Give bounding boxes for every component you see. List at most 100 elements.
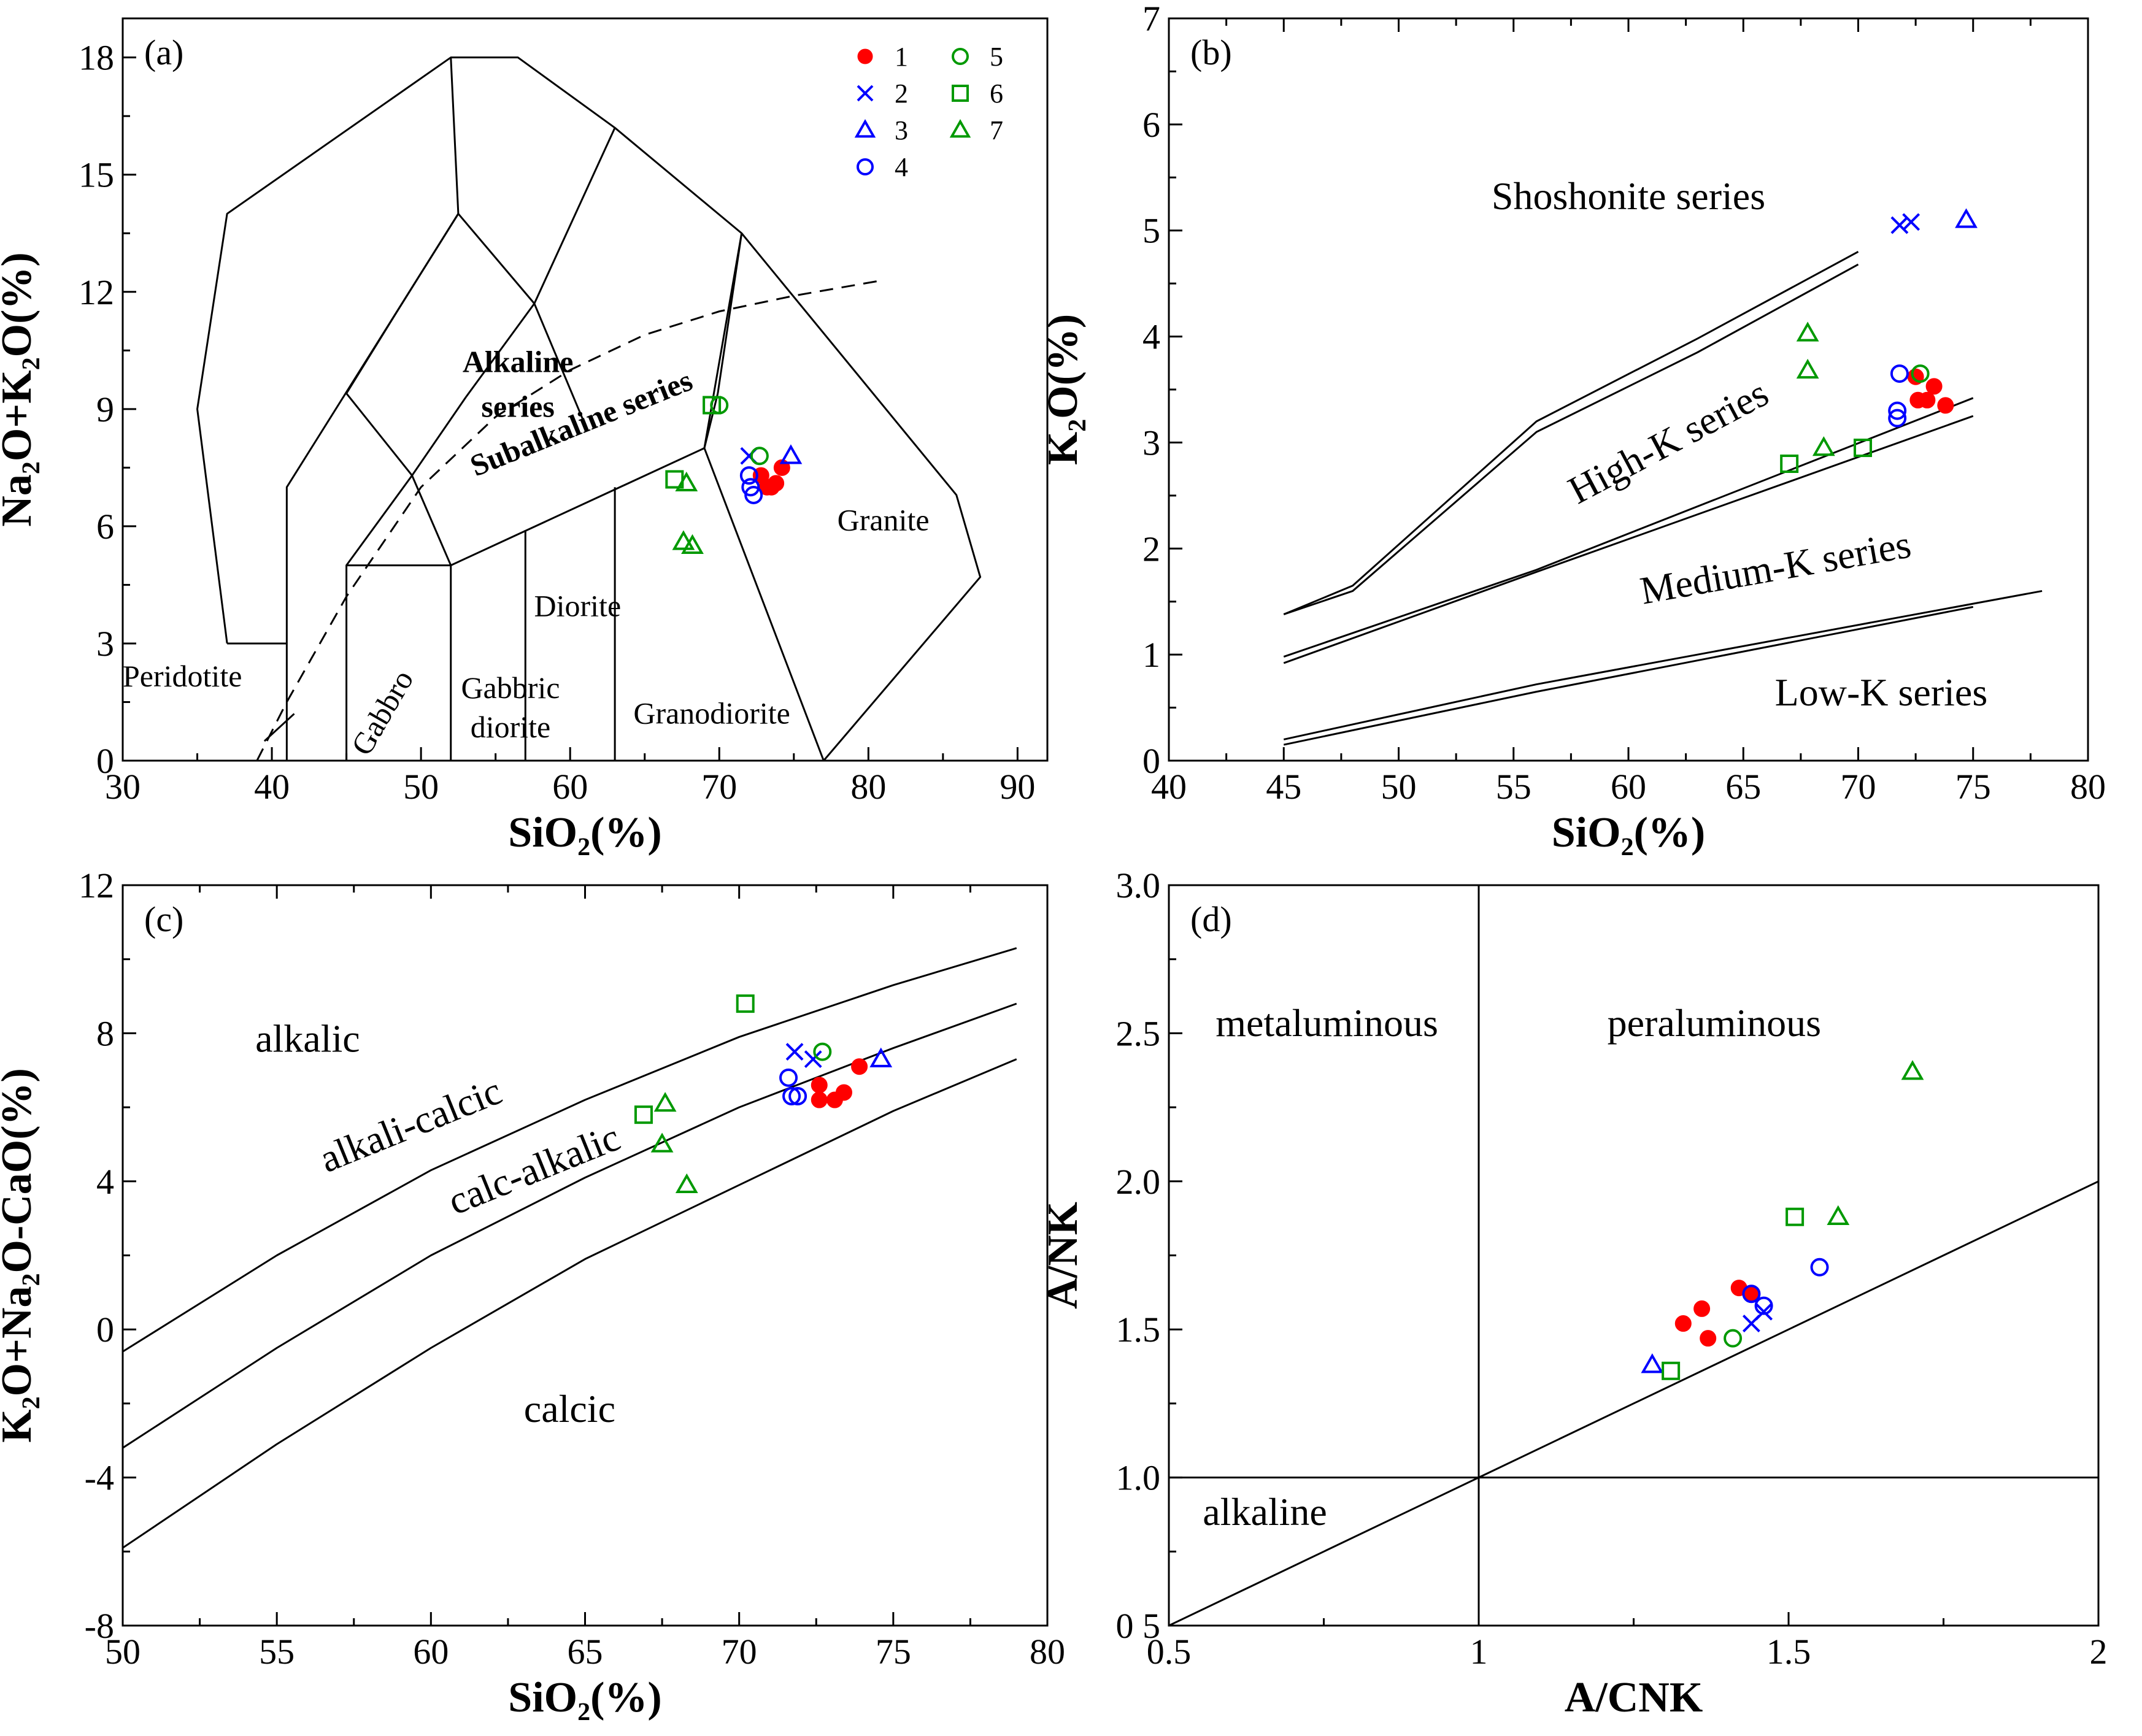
x-tick-label: 80: [2070, 767, 2106, 807]
data-point-series-5: [1911, 364, 1930, 383]
legend-marker: [857, 48, 873, 64]
data-point-series-6: [736, 994, 755, 1013]
data-point-series-2: [804, 1050, 822, 1069]
x-tick-label: 90: [1000, 767, 1035, 807]
y-tick-label: 0: [96, 1310, 114, 1350]
y-tick-label: 1.5: [1116, 1310, 1161, 1350]
x-tick-label: 50: [403, 767, 439, 807]
data-point-series-3: [779, 444, 803, 464]
field-label: Medium-K series: [1637, 522, 1914, 612]
data-point-series-7: [650, 1132, 674, 1153]
field-boundary-line: [1283, 605, 1974, 746]
field-label: alkali-calcic: [314, 1069, 507, 1181]
plot-frame: [121, 17, 1049, 762]
panel-label: (a): [144, 33, 183, 72]
y-tick-label: 1: [1142, 635, 1160, 675]
x-tick-label: 2: [2090, 1632, 2108, 1672]
field-boundary-line: [123, 1002, 1017, 1449]
panel-a-tas-diagram: 30 40 50 60 70 80 900369121518SiO₂(%)Na₂O+K₂O(…: [0, 17, 1049, 856]
field-label: Low-K series: [1775, 670, 1988, 714]
y-tick-label: 3.0: [1116, 866, 1161, 905]
y-tick-label: 15: [79, 155, 114, 195]
data-point-series-6: [703, 396, 722, 415]
plot-frame: [121, 884, 1049, 1627]
y-tick-label: 0 5: [1116, 1606, 1161, 1646]
x-tick-label: 50: [105, 1632, 141, 1672]
alkaline-subalkaline-divider: [256, 279, 884, 761]
data-point-series-1: [768, 475, 785, 492]
data-point-series-7: [1812, 436, 1835, 456]
x-tick-label: 65: [1725, 767, 1761, 807]
data-point-series-7: [1796, 321, 1819, 342]
data-point-series-6: [1786, 1207, 1805, 1226]
data-point-series-7: [675, 471, 698, 492]
legend-label: 1: [895, 42, 908, 72]
data-point-series-1: [1937, 397, 1954, 414]
legend-marker: [949, 119, 971, 138]
x-tick-label: 40: [1151, 767, 1187, 807]
data-point-series-5: [1724, 1329, 1743, 1348]
y-tick-label: -8: [85, 1606, 114, 1646]
x-tick-label: 55: [1496, 767, 1531, 807]
field-boundary-line: [1283, 263, 1859, 615]
field-boundaries: [1169, 885, 2098, 1626]
legend-label: 2: [895, 79, 908, 109]
legend-label: 5: [990, 42, 1003, 72]
x-tick-label: 80: [850, 767, 886, 807]
data-point-series-7: [675, 1173, 698, 1194]
y-axis-label: A/NK: [1039, 1202, 1087, 1309]
x-axis-label: SiO₂(%): [508, 809, 661, 856]
field-boundaries: [123, 947, 1017, 1549]
y-tick-label: 2: [1142, 529, 1160, 569]
legend-marker: [952, 48, 969, 65]
data-point-series-6: [1780, 455, 1799, 473]
data-point-series-4: [1888, 401, 1907, 420]
field-boundary-line: [1283, 415, 1974, 664]
panel-d-acnk-ank-diagram: 0.5 1 1.5 2 0 5 1.0 1.5 2.0 2.5 3.0 A/CNK A/NK (d) me…: [1039, 866, 2108, 1721]
y-tick-label: 3: [1142, 423, 1160, 463]
y-tick-label: 6: [96, 507, 114, 547]
y-tick-label: 6: [1142, 105, 1160, 145]
data-point-series-2: [1755, 1302, 1773, 1321]
field-label: Alkaline: [463, 344, 574, 378]
x-tick-label: 75: [1955, 767, 1991, 807]
field-boundary-line: [1283, 590, 2043, 740]
field-boundary-line: [1283, 250, 1859, 615]
data-point-series-4: [744, 485, 763, 504]
x-tick-label: 55: [259, 1632, 295, 1672]
data-point-series-6: [634, 1105, 653, 1124]
data-point-series-2: [785, 1043, 804, 1061]
y-tick-label: 4: [1142, 317, 1160, 357]
field-boundary-line: [345, 213, 460, 394]
data-point-series-2: [1890, 216, 1909, 234]
x-axis-label: SiO₂(%): [508, 1674, 661, 1721]
field-label: Peridotite: [123, 659, 242, 693]
data-point-series-6: [1853, 439, 1872, 458]
x-axis-label: SiO₂(%): [1552, 809, 1705, 856]
panel-label: (b): [1190, 33, 1232, 72]
field-boundary-line: [703, 447, 825, 761]
data-point-series-2: [1902, 213, 1920, 231]
y-tick-label: 3: [96, 624, 114, 664]
field-boundary-line: [345, 475, 413, 566]
field-boundary-line: [411, 475, 452, 566]
data-point-series-4: [739, 466, 758, 485]
x-tick-label: 40: [254, 767, 290, 807]
y-tick-label: 2.0: [1116, 1162, 1161, 1202]
data-point-series-7: [681, 534, 704, 554]
field-label: metaluminous: [1215, 1001, 1438, 1045]
data-point-series-4: [1890, 364, 1909, 383]
y-tick-label: 18: [79, 38, 114, 78]
field-boundary-line: [345, 303, 536, 477]
field-boundary-line: [123, 1058, 1017, 1549]
field-label: Gabbro: [344, 664, 420, 761]
y-tick-label: 12: [79, 272, 114, 312]
data-point-series-3: [1955, 208, 1978, 228]
legend-label: 6: [990, 79, 1003, 109]
data-point-series-1: [1693, 1300, 1711, 1317]
data-point-series-5: [813, 1042, 832, 1061]
data-point-series-4: [1754, 1296, 1773, 1315]
x-tick-label: 70: [722, 1632, 757, 1672]
x-tick-label: 1: [1470, 1632, 1488, 1672]
